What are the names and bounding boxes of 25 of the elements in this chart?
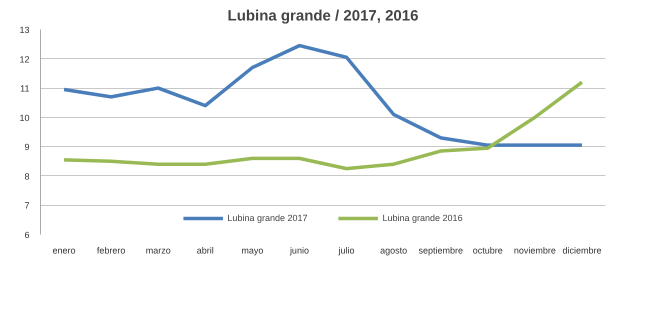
y-tick-label: 12 [19, 54, 30, 64]
legend-label: Lubina grande 2016 [382, 213, 463, 223]
y-tick-label: 9 [24, 142, 30, 152]
y-tick-label: 10 [19, 112, 30, 123]
x-tick-label: abril [196, 246, 214, 256]
x-tick-label: agosto [380, 246, 408, 256]
line-series [62, 80, 584, 170]
line-series [62, 44, 584, 147]
x-tick-label: febrero [96, 246, 126, 256]
chart-title: Lubina grande / 2017, 2016 [228, 8, 418, 24]
y-tick-label: 7 [24, 200, 30, 211]
x-tick-label: marzo [146, 246, 171, 256]
y-tick-label: 13 [19, 25, 30, 35]
y-tick-label: 11 [20, 84, 30, 94]
legend-label: Lubina grande 2017 [227, 213, 308, 223]
x-tick-label: junio [288, 246, 309, 256]
x-tick-label: octubre [472, 246, 503, 256]
x-tick-label: noviembre [514, 246, 556, 256]
x-tick-label: septiembre [418, 246, 463, 256]
x-tick-label: enero [52, 246, 76, 256]
x-tick-label: diciembre [562, 246, 602, 256]
x-tick-label: julio [338, 246, 355, 256]
x-tick-label: mayo [241, 246, 264, 256]
y-tick-label: 8 [24, 171, 30, 182]
y-tick-label: 6 [24, 230, 30, 240]
